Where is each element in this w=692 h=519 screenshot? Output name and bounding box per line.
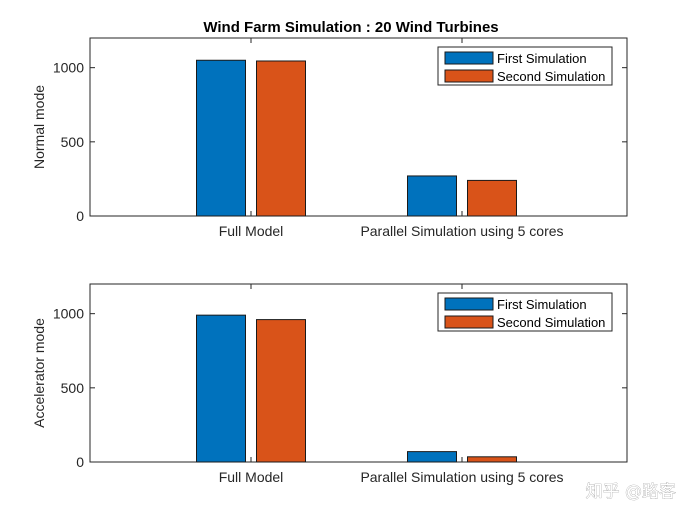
subplot-2-bar-first-1 (196, 314, 246, 463)
subplot-1-ylabel: Normal mode (31, 85, 47, 169)
subplot-2-legend-label-1: First Simulation (497, 297, 587, 312)
subplot-1-bar-first-2 (407, 175, 457, 217)
subplot-2-legend-swatch-1 (444, 297, 494, 311)
subplot-2-ylabel: Accelerator mode (31, 318, 47, 428)
subplot-1-xtick-label: Parallel Simulation using 5 cores (360, 223, 563, 239)
subplot-2-ytick-label: 0 (76, 454, 84, 470)
subplot-2-ytick-label: 1000 (53, 306, 84, 322)
subplot-1-bar-first-1 (196, 59, 246, 217)
subplot-1-legend-label-1: First Simulation (497, 51, 587, 66)
subplot-2-xtick-label: Parallel Simulation using 5 cores (360, 469, 563, 485)
subplot-2-ytick-label: 500 (61, 380, 85, 396)
subplot-1-ytick-label: 0 (76, 208, 84, 224)
subplot-1-ytick-label: 1000 (53, 60, 84, 76)
subplot-2-bar-second-1 (256, 319, 306, 463)
watermark-text: 知乎 @路客 (586, 482, 676, 502)
subplot-1-legend-swatch-2 (444, 69, 494, 83)
subplot-2-legend-swatch-2 (444, 315, 494, 329)
subplot-1-ytick-label: 500 (61, 134, 85, 150)
subplot-1-bar-second-2 (467, 179, 517, 217)
subplot-1-legend-label-2: Second Simulation (497, 69, 605, 84)
figure-title: Wind Farm Simulation : 20 Wind Turbines (203, 19, 498, 36)
subplot-2-legend-label-2: Second Simulation (497, 315, 605, 330)
subplot-1-bar-second-1 (256, 60, 306, 217)
subplot-2-xtick-label: Full Model (219, 469, 284, 485)
subplot-2-bar-first-2 (407, 451, 457, 463)
subplot-1-legend-swatch-1 (444, 51, 494, 65)
subplot-2-bar-second-2 (467, 456, 517, 463)
subplot-1-xtick-label: Full Model (219, 223, 284, 239)
